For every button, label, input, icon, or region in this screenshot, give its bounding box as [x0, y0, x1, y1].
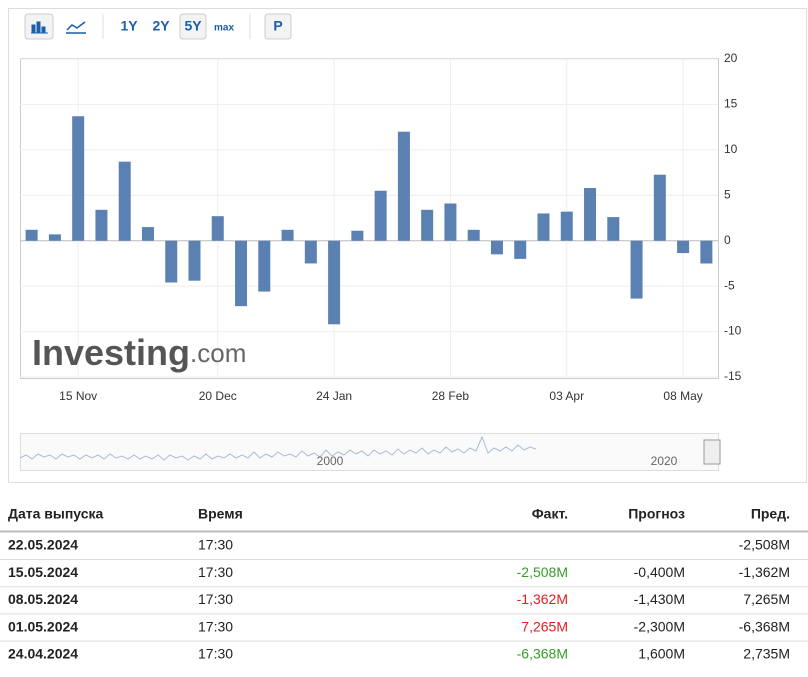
bar: [48, 234, 61, 241]
cell-forecast: -2,300M: [634, 618, 685, 634]
y-tick-label: -15: [724, 369, 742, 383]
range-button[interactable]: max: [214, 23, 234, 34]
column-header: Пред.: [751, 506, 790, 522]
navigator-label: 2000: [317, 454, 344, 468]
cell-actual: -1,362M: [517, 591, 568, 607]
x-tick-label: 28 Feb: [432, 389, 470, 403]
column-header: Факт.: [532, 506, 568, 522]
cell-date: 24.04.2024: [8, 646, 78, 662]
bar: [607, 217, 620, 241]
cell-date: 22.05.2024: [8, 537, 78, 553]
y-tick-label: -5: [724, 278, 735, 292]
y-tick-label: 20: [724, 51, 738, 65]
bar: [351, 230, 364, 241]
logo-suffix: .com: [190, 338, 246, 368]
bar: [95, 209, 108, 241]
cell-time: 17:30: [198, 618, 233, 634]
bar: [328, 240, 341, 325]
bar: [258, 240, 271, 292]
navigator-frame: [20, 433, 719, 471]
x-tick-label: 15 Nov: [59, 389, 97, 403]
y-tick-label: 0: [724, 233, 731, 247]
bar: [141, 227, 154, 241]
bar: [281, 229, 294, 241]
bar: [560, 211, 573, 241]
bar: [165, 240, 178, 283]
logo-name: Investing: [32, 332, 190, 373]
p-button[interactable]: [264, 13, 292, 40]
x-tick-label: 24 Jan: [316, 389, 352, 403]
bar: [25, 229, 38, 241]
bar: [118, 161, 131, 241]
x-tick-label: 03 Apr: [549, 389, 584, 403]
bar: [421, 209, 434, 241]
cell-actual: 7,265M: [521, 618, 568, 634]
line-icon[interactable]: [66, 21, 86, 34]
bar: [72, 116, 85, 241]
y-tick-label: -10: [724, 324, 742, 338]
cell-actual: -2,508M: [517, 564, 568, 580]
bar: [211, 216, 224, 241]
range-button[interactable]: 2Y: [152, 18, 170, 34]
bar: [537, 213, 550, 241]
bar: [304, 240, 317, 264]
cell-previous: 7,265M: [743, 591, 790, 607]
toolbar: 1Y 2Y 5Y max P: [24, 13, 292, 40]
y-tick-label: 15: [724, 97, 738, 111]
bar: [700, 240, 713, 264]
cell-forecast: -0,400M: [634, 564, 685, 580]
bar: [235, 240, 248, 307]
cell-date: 01.05.2024: [8, 618, 78, 634]
column-header: Дата выпуска: [8, 506, 104, 522]
y-tick-label: 10: [724, 142, 738, 156]
navigator: 2000 2020: [19, 433, 721, 471]
p-label[interactable]: P: [273, 18, 282, 34]
cell-forecast: -1,430M: [634, 591, 685, 607]
bar: [584, 188, 597, 241]
column-header: Время: [198, 506, 243, 522]
bar: [630, 240, 643, 299]
bar: [374, 190, 387, 241]
x-tick-label: 20 Dec: [199, 389, 237, 403]
bar: [514, 240, 527, 259]
cell-previous: 2,735M: [743, 646, 790, 662]
widget-frame: [8, 8, 807, 483]
navigator-line: [19, 435, 537, 461]
cell-date: 15.05.2024: [8, 564, 78, 580]
bar-icon: [31, 21, 48, 34]
cell-date: 08.05.2024: [8, 591, 78, 607]
cell-time: 17:30: [198, 646, 233, 662]
cell-previous: -1,362M: [739, 564, 790, 580]
bars: [25, 116, 713, 325]
bar: [677, 240, 690, 254]
bar: [444, 203, 457, 241]
selected-range: [179, 13, 207, 40]
bar: [467, 229, 480, 241]
bar: [490, 240, 503, 255]
bar: [397, 131, 410, 241]
range-button[interactable]: 5Y: [184, 18, 202, 34]
column-header: Прогноз: [628, 506, 685, 522]
bar: [653, 174, 666, 241]
x-tick-label: 08 May: [663, 389, 702, 403]
logo: Investing.com: [32, 332, 246, 373]
y-tick-label: 5: [724, 187, 731, 201]
cell-forecast: 1,600M: [638, 646, 685, 662]
cell-actual: -6,368M: [517, 646, 568, 662]
navigator-handle[interactable]: [703, 439, 721, 465]
cell-previous: -2,508M: [739, 537, 790, 553]
bar: [188, 240, 201, 281]
data-table: Дата выпуска Время Факт. Прогноз Пред. 22.05.…: [0, 506, 808, 662]
cell-previous: -6,368M: [739, 618, 790, 634]
cell-time: 17:30: [198, 537, 233, 553]
cell-time: 17:30: [198, 591, 233, 607]
cell-time: 17:30: [198, 564, 233, 580]
range-button[interactable]: 1Y: [120, 18, 138, 34]
navigator-label: 2020: [651, 454, 678, 468]
